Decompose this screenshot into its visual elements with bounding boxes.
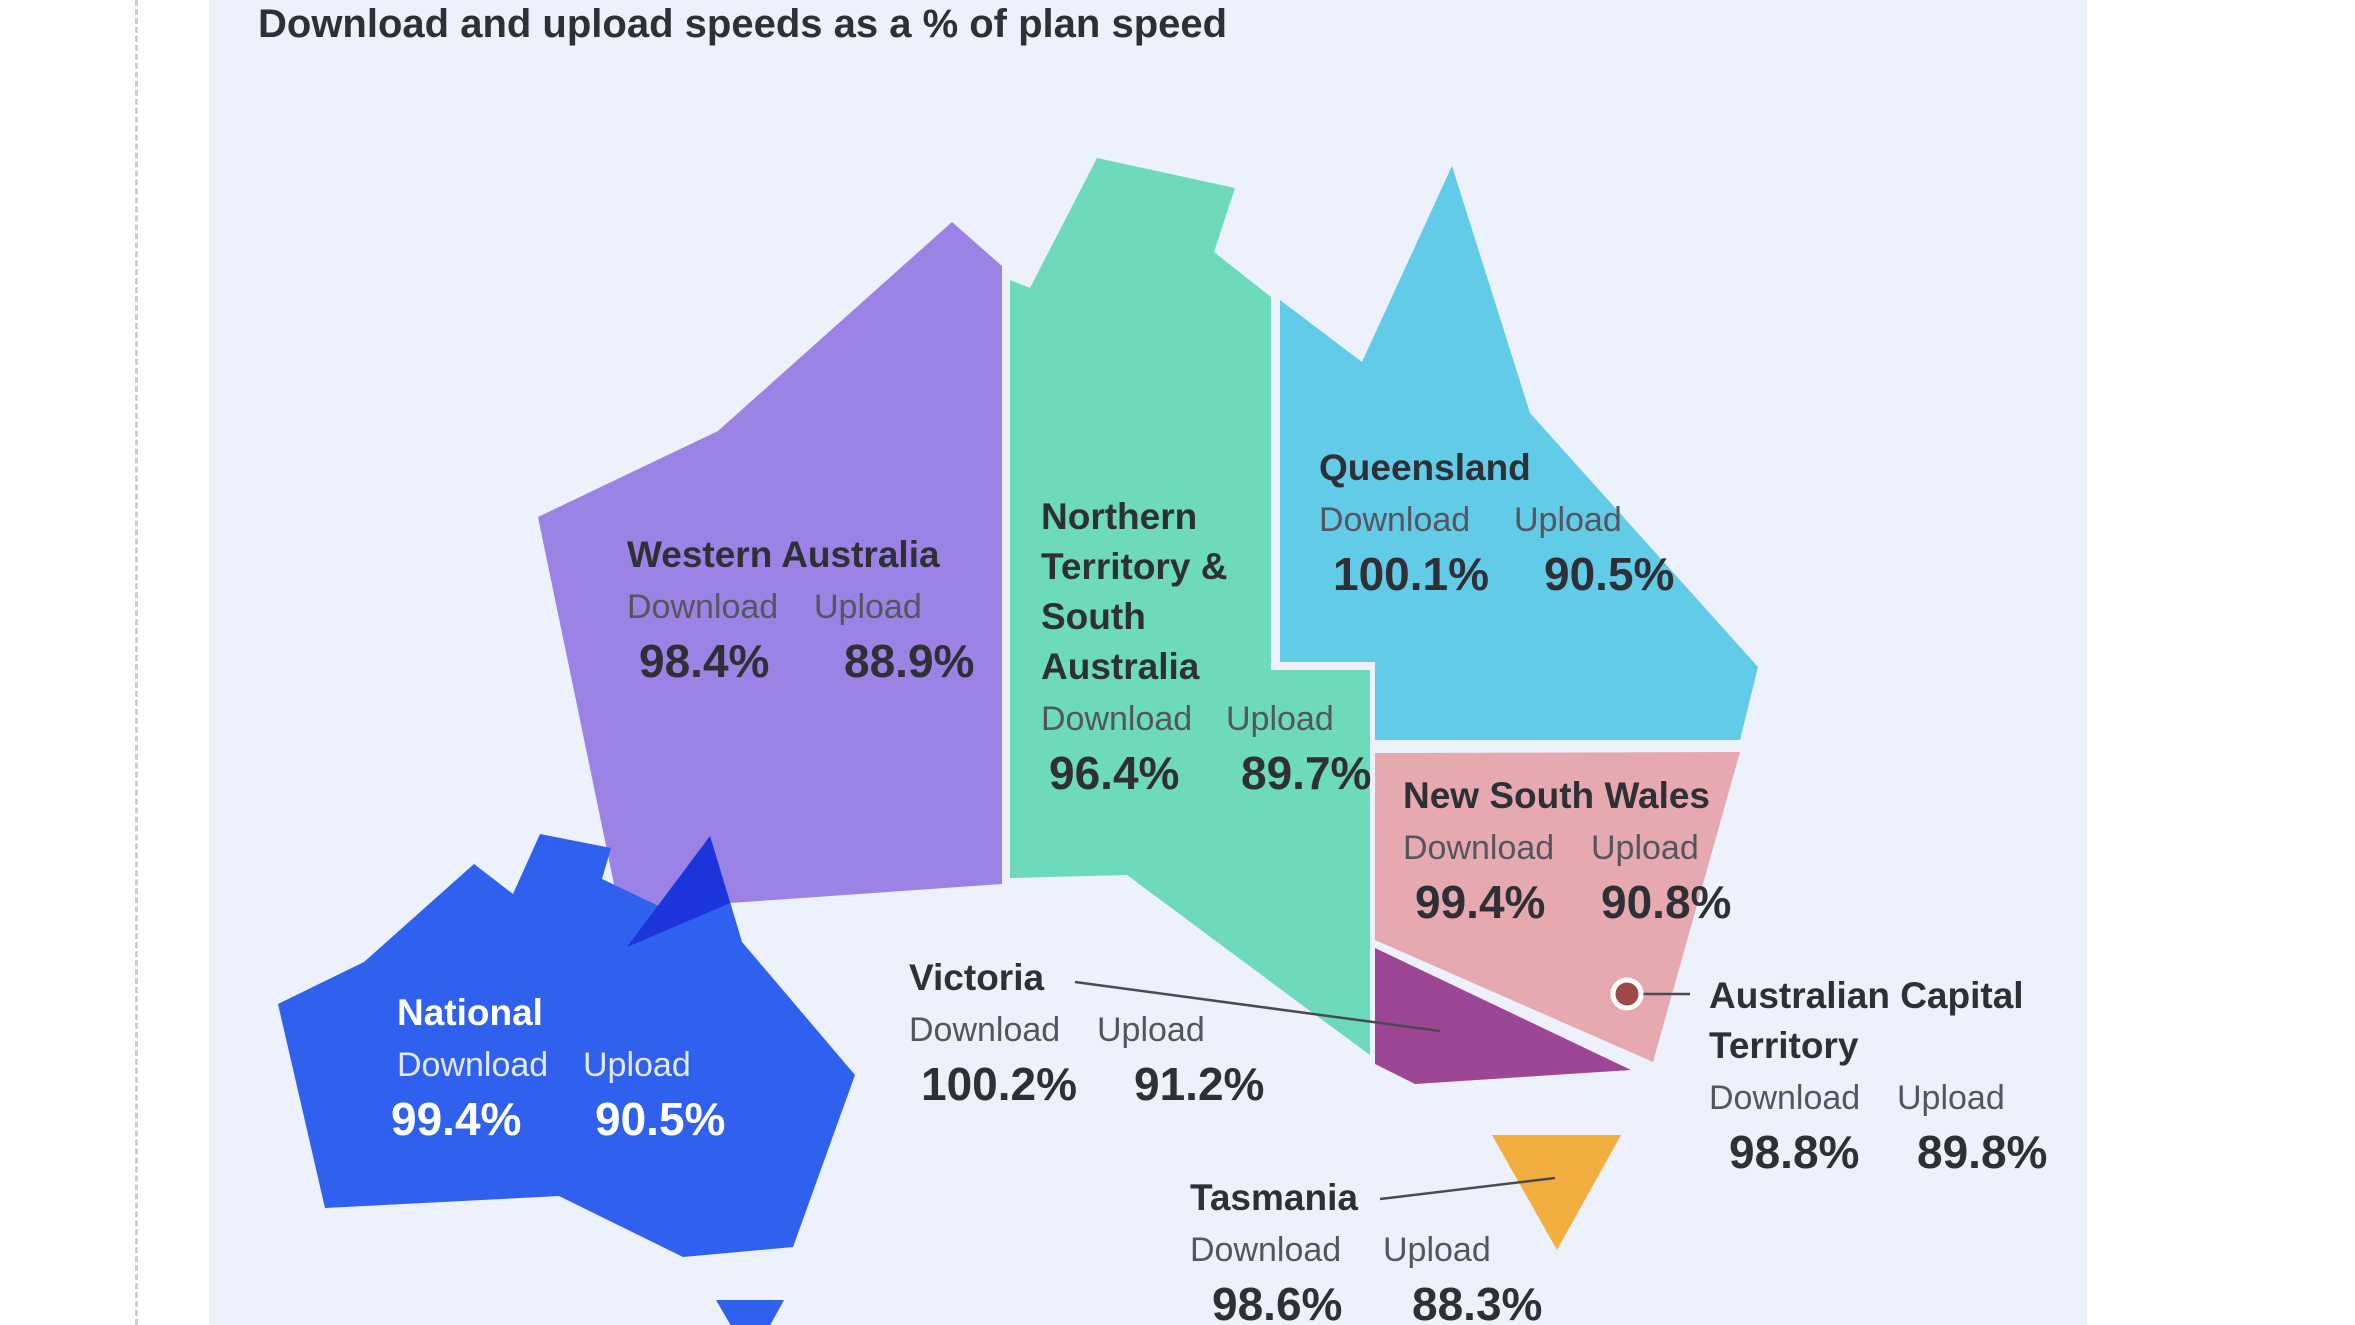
download-label: Download: [1190, 1231, 1342, 1269]
tasmania-leader-line: [1379, 1176, 1556, 1201]
download-value: 100.2%: [921, 1058, 1078, 1110]
download-label: Download: [1319, 501, 1471, 539]
tasmania-shape: [1492, 1135, 1621, 1250]
region-name: Western Australia: [627, 534, 940, 575]
chart-title: Download and upload speeds as a % of pla…: [258, 2, 1228, 46]
region-name: Northern Territory & South Australia: [1041, 496, 1228, 687]
act-marker: [1610, 977, 1644, 1011]
region-name: Victoria: [909, 957, 1045, 998]
download-label: Download: [1709, 1079, 1861, 1117]
upload-label: Upload: [1591, 829, 1699, 867]
dashed-divider: [135, 0, 138, 1325]
victoria-shape: [1375, 948, 1631, 1084]
upload-label: Upload: [583, 1046, 691, 1084]
region-name: Tasmania: [1190, 1177, 1358, 1218]
download-value: 100.1%: [1333, 548, 1490, 600]
region-name: Australian Capital Territory: [1709, 975, 2024, 1066]
region-western-australia: Western Australia Download Upload 98.4% …: [627, 530, 1027, 690]
download-label: Download: [627, 588, 779, 626]
northern-territory-south-australia-shape: [1010, 158, 1370, 1055]
download-value: 98.4%: [639, 635, 770, 687]
victoria-leader-line: [1074, 980, 1441, 1033]
download-value: 99.4%: [391, 1093, 522, 1145]
region-name: Queensland: [1319, 447, 1531, 488]
upload-value: 90.5%: [595, 1093, 726, 1145]
upload-label: Upload: [1383, 1231, 1491, 1269]
national-marker-shape: [716, 1300, 784, 1325]
new-south-wales-shape: [1375, 752, 1740, 1062]
upload-value: 89.8%: [1917, 1126, 2048, 1178]
national-overlap-shape: [627, 836, 742, 947]
download-value: 98.6%: [1212, 1278, 1343, 1325]
region-name: New South Wales: [1403, 775, 1711, 816]
western-australia-shape: [538, 222, 1002, 947]
download-label: Download: [1403, 829, 1555, 867]
download-value: 96.4%: [1049, 747, 1180, 799]
upload-label: Upload: [1097, 1011, 1205, 1049]
national-shape: [278, 834, 855, 1257]
region-queensland: Queensland Download Upload 100.1% 90.5%: [1319, 443, 1739, 603]
region-name: National: [397, 992, 543, 1033]
region-australian-capital-territory: Australian Capital Territory Download Up…: [1709, 971, 2089, 1181]
upload-value: 90.5%: [1544, 548, 1675, 600]
upload-value: 90.8%: [1601, 876, 1732, 928]
download-value: 98.8%: [1729, 1126, 1860, 1178]
download-label: Download: [397, 1046, 549, 1084]
download-label: Download: [1041, 700, 1193, 738]
upload-value: 91.2%: [1134, 1058, 1265, 1110]
upload-label: Upload: [1514, 501, 1622, 539]
region-new-south-wales: New South Wales Download Upload 99.4% 90…: [1403, 771, 1743, 931]
region-victoria: Victoria Download Upload 100.2% 91.2%: [909, 953, 1309, 1113]
queensland-shape: [1280, 166, 1758, 740]
upload-value: 89.7%: [1241, 747, 1372, 799]
upload-value: 88.3%: [1412, 1278, 1543, 1325]
upload-label: Upload: [1897, 1079, 2005, 1117]
upload-value: 88.9%: [844, 635, 975, 687]
region-northern-territory-south-australia: Northern Territory & South Australia Dow…: [1041, 492, 1371, 802]
download-value: 99.4%: [1415, 876, 1546, 928]
upload-label: Upload: [1226, 700, 1334, 738]
region-national: National Download Upload 99.4% 90.5%: [391, 988, 797, 1148]
region-tasmania: Tasmania Download Upload 98.6% 88.3%: [1190, 1173, 1590, 1325]
upload-label: Upload: [814, 588, 922, 626]
download-label: Download: [909, 1011, 1061, 1049]
